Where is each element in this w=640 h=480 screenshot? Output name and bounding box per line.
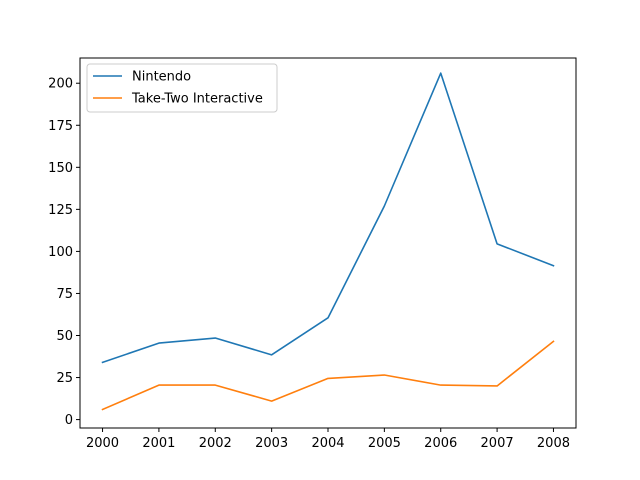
x-tick-label: 2001 — [142, 436, 175, 451]
x-tick-label: 2006 — [424, 436, 457, 451]
plot-background — [80, 58, 576, 428]
legend-box — [86, 63, 278, 113]
y-tick-label: 100 — [48, 245, 73, 260]
x-tick-label: 2000 — [86, 436, 119, 451]
x-tick-label: 2002 — [199, 436, 232, 451]
y-tick-label: 50 — [56, 329, 73, 344]
series-layer — [101, 72, 555, 411]
y-tick-label: 125 — [48, 203, 73, 218]
legend: Nintendo Take-Two Interactive — [86, 63, 278, 113]
y-tick-label: 150 — [48, 161, 73, 176]
y-axis: 0 25 50 75 100 125 150 175 200 — [48, 77, 80, 428]
x-tick-label: 2005 — [368, 436, 401, 451]
y-tick-label: 200 — [48, 77, 73, 92]
x-tick-label: 2004 — [311, 436, 344, 451]
x-tick-label: 2008 — [537, 436, 570, 451]
legend-label: Nintendo — [132, 70, 191, 85]
x-tick-label: 2007 — [481, 436, 514, 451]
y-tick-label: 175 — [48, 119, 73, 134]
y-tick-label: 25 — [56, 371, 73, 386]
legend-label: Take-Two Interactive — [131, 92, 263, 107]
y-tick-label: 75 — [56, 287, 73, 302]
x-tick-label: 2003 — [255, 436, 288, 451]
x-axis: 2000 2001 2002 2003 2004 2005 2006 2007 2008 — [86, 428, 570, 451]
y-tick-label: 0 — [65, 413, 73, 428]
